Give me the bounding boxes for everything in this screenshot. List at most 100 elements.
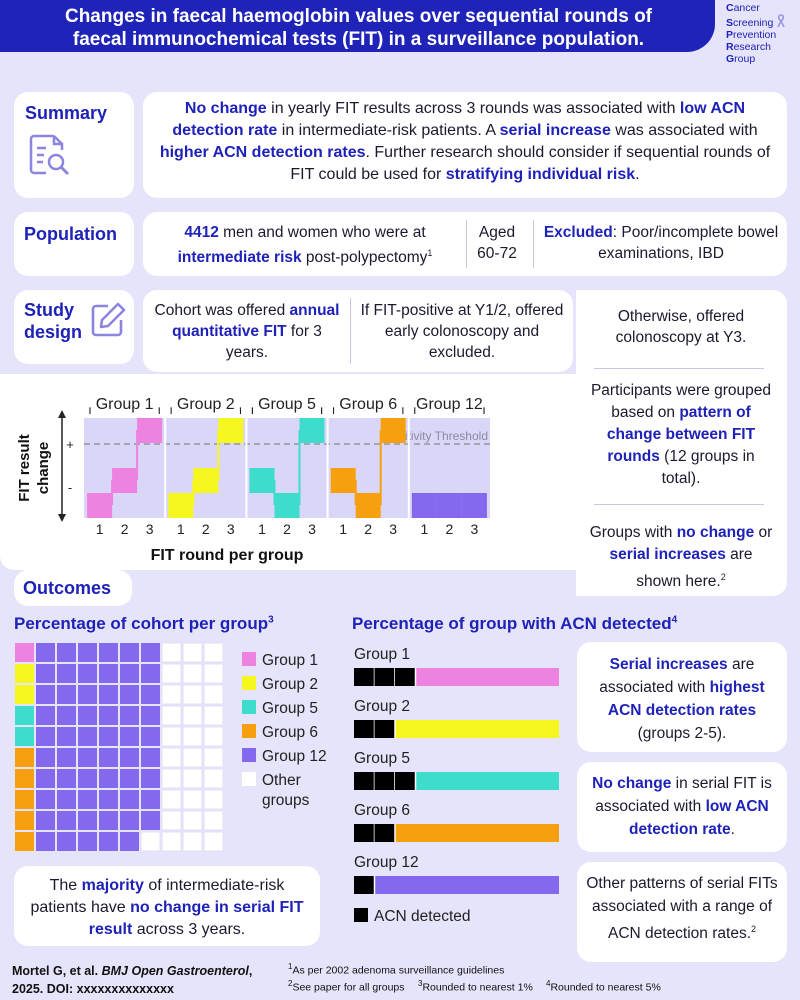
acn-bar-cell	[519, 669, 538, 685]
waffle-cell	[57, 832, 76, 851]
fit-cell	[168, 493, 194, 518]
y-plus-label: +	[66, 437, 74, 452]
legend-label: Group 5	[262, 700, 318, 717]
waffle-cell	[203, 831, 224, 852]
acn-detected-cell	[354, 824, 375, 842]
outcomes-label-card: Outcomes	[14, 570, 132, 606]
waffle-cell	[161, 810, 182, 831]
acn-group-label: Group 6	[354, 802, 410, 819]
acn-bar-cell	[478, 721, 497, 737]
waffle-cell	[15, 685, 34, 704]
group-label: Group 1	[96, 396, 154, 413]
waffle-cell	[78, 748, 97, 767]
acn-legend-swatch	[354, 908, 368, 922]
waffle-cell	[203, 663, 224, 684]
acn-bar-cell	[457, 669, 476, 685]
acn-detected-cell	[354, 668, 375, 686]
group-label-bg	[415, 394, 484, 414]
legend-swatch	[242, 700, 256, 714]
group-label-bg	[253, 394, 321, 414]
acn-bar-cell	[519, 825, 538, 841]
acn-bar-cell	[457, 721, 476, 737]
acn-bar-cell	[437, 825, 456, 841]
waffle-cell	[99, 790, 118, 809]
acn-bar-cell	[498, 669, 517, 685]
waffle-cell	[203, 768, 224, 789]
acn-bar-cell	[437, 877, 456, 893]
waffle-cell	[120, 727, 139, 746]
fit-cell	[249, 468, 275, 493]
title-banner: Changes in faecal haemoglobin values ove…	[0, 0, 715, 52]
group-label: Group 5	[258, 396, 316, 413]
waffle-cell	[36, 811, 55, 830]
legend-label: Group 6	[262, 724, 318, 741]
acn-bar-cell	[519, 877, 538, 893]
round-tick-label: 3	[146, 521, 154, 537]
document-search-icon	[29, 134, 70, 176]
waffle-cell	[36, 685, 55, 704]
waffle-cell	[120, 748, 139, 767]
waffle-cell	[78, 706, 97, 725]
waffle-cell	[57, 769, 76, 788]
waffle-cell	[78, 811, 97, 830]
summary-text: No change in yearly FIT results across 3…	[159, 100, 771, 183]
round-tick-label: 3	[308, 521, 316, 537]
acn-bar-cell	[437, 721, 456, 737]
citation: Mortel G, et al. BMJ Open Gastroenterol,…	[12, 964, 253, 996]
acn-bar-cell	[457, 877, 476, 893]
divider	[594, 504, 764, 505]
waffle-cell	[141, 727, 160, 746]
group-label-bg	[334, 394, 403, 414]
waffle-cell	[182, 810, 203, 831]
y-minus-label: -	[68, 480, 72, 495]
waffle-cell	[78, 790, 97, 809]
acn-detected-cell	[374, 720, 395, 738]
waffle-cell	[36, 664, 55, 683]
acn-legend-label: ACN detected	[374, 908, 471, 925]
fit-cell	[137, 418, 163, 443]
acn-bar-cell	[396, 721, 415, 737]
threshold-label: Positivity Threshold	[384, 429, 488, 443]
waffle-cell	[99, 748, 118, 767]
divider	[533, 220, 534, 268]
acn-detected-cell	[395, 668, 416, 686]
finding-nochange-card: No change in serial FIT is associated wi…	[577, 762, 787, 852]
waffle-cell	[120, 706, 139, 725]
waffle-cell	[182, 789, 203, 810]
waffle-cell	[161, 705, 182, 726]
fit-cell	[274, 493, 300, 518]
acn-bar-cell	[478, 825, 497, 841]
waffle-cell	[36, 643, 55, 662]
waffle-cell	[203, 789, 224, 810]
waffle-cell	[15, 706, 34, 725]
study-y3-text: Otherwise, offered colonoscopy at Y3.	[615, 308, 747, 346]
waffle-cell	[15, 643, 34, 662]
y-arrow-up	[58, 410, 66, 418]
cancer-screening-logo: Cancer Screening Prevention Research Gro…	[726, 2, 798, 65]
fit-cell	[380, 418, 406, 443]
finding-serial-text: Serial increases are associated with hig…	[599, 656, 765, 742]
legend-swatch	[242, 772, 256, 786]
waffle-cell	[57, 790, 76, 809]
study-side-card: Otherwise, offered colonoscopy at Y3. Pa…	[576, 290, 787, 596]
age-range: Aged 60-72	[477, 224, 517, 262]
study-card: Cohort was offered annual quantitative F…	[143, 290, 573, 372]
round-tick-label: 1	[421, 521, 429, 537]
finding-nochange-text: No change in serial FIT is associated wi…	[592, 775, 772, 838]
acn-bar-cell	[437, 773, 456, 789]
edit-icon	[91, 302, 126, 337]
waffle-cell	[141, 811, 160, 830]
waffle-cell	[57, 748, 76, 767]
fit-cell	[436, 493, 462, 518]
round-tick-label: 1	[339, 521, 347, 537]
group-label-bg	[171, 394, 240, 414]
acn-bar-cell	[498, 877, 517, 893]
waffle-cell	[161, 684, 182, 705]
acn-bar-cell	[396, 877, 415, 893]
acn-bar-cell	[539, 669, 558, 685]
legend-label: Group 1	[262, 652, 318, 669]
footnote-3: 3Rounded to nearest 1%	[418, 979, 533, 994]
fit-cell	[355, 493, 381, 518]
waffle-cell	[15, 748, 34, 767]
waffle-cell	[99, 706, 118, 725]
